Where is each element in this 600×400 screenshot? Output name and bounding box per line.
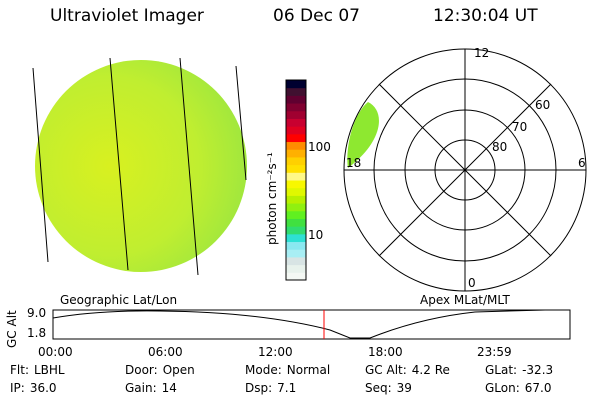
info-value: 39: [396, 381, 412, 395]
info-field: Flt: LBHL: [10, 363, 65, 377]
colorbar-segment: [286, 264, 306, 273]
colorbar-segment: [286, 95, 306, 104]
info-value: LBHL: [33, 363, 65, 377]
colorbar-segment: [286, 80, 306, 89]
mlt-6: 6: [578, 156, 586, 170]
lat-60: 60: [535, 98, 551, 112]
info-label: Seq:: [365, 381, 392, 395]
alt-ytick: 1.8: [27, 326, 47, 340]
time: 12:30:04 UT: [433, 6, 538, 26]
info-label: Door:: [125, 363, 158, 377]
info-label: IP:: [10, 381, 25, 395]
colorbar-segment: [286, 218, 306, 227]
colorbar-segment: [286, 249, 306, 258]
info-value: Normal: [286, 363, 331, 377]
info-field: GLon: 67.0: [485, 381, 551, 395]
right-label: Apex MLat/MLT: [420, 293, 510, 307]
info-field: Mode: Normal: [245, 363, 330, 377]
colorbar-segment: [286, 87, 306, 96]
altitude-plot: [52, 309, 571, 340]
colorbar-segment: [286, 164, 306, 173]
colorbar: [285, 79, 307, 281]
info-value: 67.0: [524, 381, 552, 395]
info-field: Seq: 39: [365, 381, 412, 395]
app-title: Ultraviolet Imager: [50, 6, 204, 26]
colorbar-segment: [286, 110, 306, 119]
alt-ytick: 9.0: [27, 306, 47, 320]
info-value: -32.3: [522, 363, 554, 377]
mlt-0: 0: [468, 276, 476, 290]
colorbar-segment: [286, 103, 306, 112]
info-field: Dsp: 7.1: [245, 381, 296, 395]
alt-xtick: 00:00: [38, 345, 73, 359]
info-label: GLon:: [485, 381, 520, 395]
polar-plot: [343, 48, 587, 292]
colorbar-segment: [286, 233, 306, 243]
lat-80: 80: [492, 140, 508, 154]
info-label: GC Alt:: [365, 363, 407, 377]
mlt-12: 12: [474, 46, 490, 60]
colorbar-segment: [286, 149, 306, 158]
alt-xtick: 23:59: [477, 345, 512, 359]
left-label: Geographic Lat/Lon: [60, 293, 178, 307]
info-value: 4.2 Re: [411, 363, 450, 377]
info-value: 14: [161, 381, 177, 395]
date: 06 Dec 07: [273, 6, 360, 26]
info-label: Dsp:: [245, 381, 273, 395]
info-field: Door: Open: [125, 363, 195, 377]
info-field: GC Alt: 4.2 Re: [365, 363, 450, 377]
colorbar-segment: [286, 180, 306, 189]
info-label: Flt:: [10, 363, 29, 377]
colorbar-segment: [286, 133, 306, 143]
info-label: GLat:: [485, 363, 518, 377]
colorbar-segment: [286, 272, 306, 281]
colorbar-segment: [286, 118, 306, 127]
mlt-18: 18: [346, 156, 362, 170]
info-value: Open: [162, 363, 195, 377]
colorbar-segment: [286, 172, 306, 181]
colorbar-label: photon cm⁻²s⁻¹: [265, 152, 279, 245]
lat-70: 70: [512, 120, 528, 134]
earth-image: [32, 57, 247, 276]
colorbar-segment: [286, 210, 306, 219]
info-label: Mode:: [245, 363, 282, 377]
colorbar-segment: [286, 226, 306, 235]
info-value: 7.1: [277, 381, 297, 395]
colorbar-segment: [286, 187, 306, 196]
alt-xtick: 18:00: [368, 345, 403, 359]
colorbar-segment: [286, 156, 306, 166]
colorbar-segment: [286, 241, 306, 250]
colorbar-tick-100: 100: [308, 140, 331, 154]
colorbar-segment: [286, 126, 306, 135]
info-field: GLat: -32.3: [485, 363, 553, 377]
alt-xtick: 12:00: [258, 345, 293, 359]
colorbar-segment: [286, 195, 306, 204]
alt-xtick: 06:00: [148, 345, 183, 359]
alt-ylabel: GC Alt: [5, 310, 19, 348]
info-field: Gain: 14: [125, 381, 177, 395]
colorbar-segment: [286, 141, 306, 150]
colorbar-segment: [286, 256, 306, 266]
colorbar-tick-10: 10: [308, 228, 324, 242]
info-field: IP: 36.0: [10, 381, 57, 395]
info-label: Gain:: [125, 381, 157, 395]
info-value: 36.0: [29, 381, 57, 395]
colorbar-segment: [286, 203, 306, 212]
